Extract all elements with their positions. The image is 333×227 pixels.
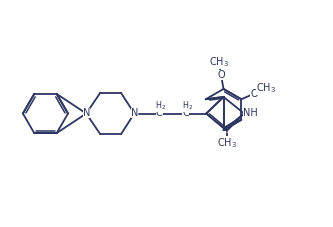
Text: N: N: [131, 109, 138, 118]
Text: NH: NH: [243, 109, 257, 118]
Text: O: O: [250, 89, 258, 99]
Text: N: N: [83, 109, 90, 118]
Text: CH$_3$: CH$_3$: [256, 81, 276, 95]
Text: C: C: [156, 109, 163, 118]
Text: H$_2$: H$_2$: [181, 100, 192, 112]
Text: CH$_3$: CH$_3$: [217, 136, 237, 150]
Text: O: O: [217, 70, 225, 80]
Text: C: C: [182, 109, 189, 118]
Text: H$_2$: H$_2$: [155, 100, 166, 112]
Text: CH$_3$: CH$_3$: [209, 55, 229, 69]
